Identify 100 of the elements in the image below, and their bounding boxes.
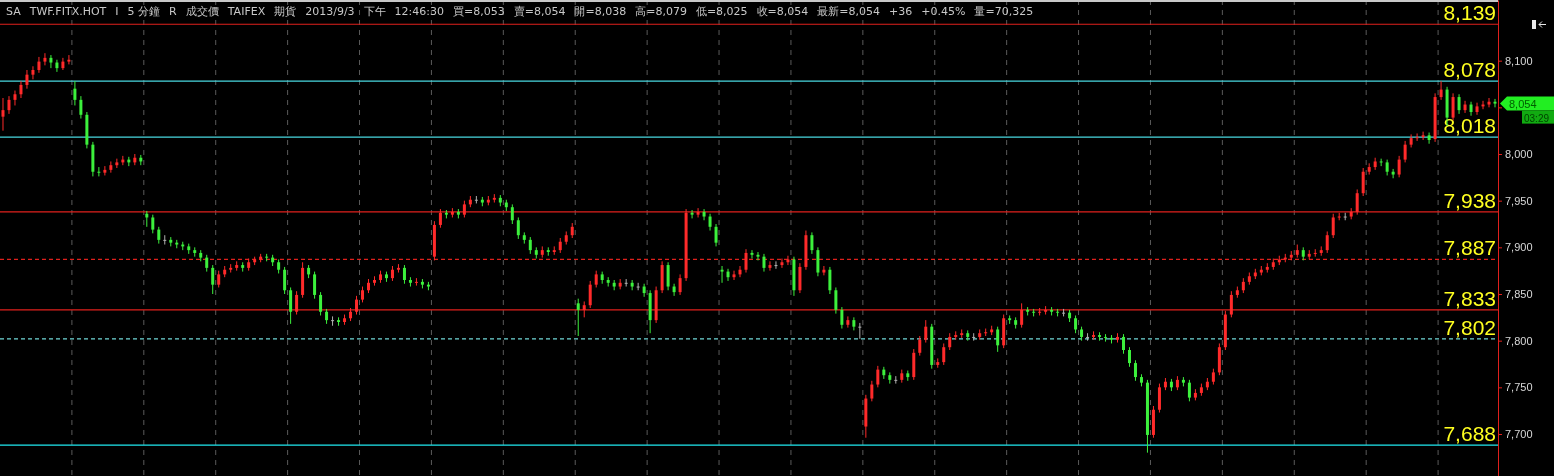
y-tick-label: 7,700 [1505,428,1533,441]
candlestick [211,264,215,295]
ref-line-label: 7,833 [1443,286,1496,310]
candlestick [768,260,772,272]
annotation: 5 分鐘 [127,5,161,18]
candlestick [97,166,101,177]
candlestick [31,65,35,80]
candlestick [73,80,77,106]
annotation: +36 [889,5,913,18]
y-tick-label: 7,950 [1505,194,1533,207]
annotation: R [169,5,178,18]
candlestick [49,54,53,69]
candlestick [942,342,946,366]
candlestick [1313,248,1317,258]
candlestick [1415,132,1419,142]
ref-line-label: 7,887 [1443,236,1496,260]
candlestick [1104,333,1108,343]
candlestick [720,265,724,284]
candlestick [79,95,83,120]
candlestick [1361,167,1365,197]
candlestick [666,261,670,291]
candlestick [714,223,718,247]
annotation: 下午 [363,5,386,18]
annotation: TAIFEX [226,5,266,18]
candlestick [109,160,113,174]
candlestick [1493,98,1497,108]
candlestick [355,295,359,316]
candlestick [816,246,820,277]
annotation: 開=8,038 [574,5,627,18]
candlestick [283,266,287,295]
candlestick [25,69,29,90]
candlestick [840,306,844,330]
text: 03:29 [1524,112,1550,124]
candlestick [780,258,784,269]
candlestick [636,282,640,291]
candlestick [732,270,736,281]
candlestick [1325,230,1329,254]
candlestick [1391,168,1395,179]
y-tick-label: 8,000 [1505,148,1533,161]
annotation: 期貨 [274,5,297,18]
candlestick [37,56,41,74]
annotation: 成交價 [185,5,219,18]
annotation: +0.45% [921,5,966,18]
candlestick [1451,92,1455,121]
candlestick [1397,155,1401,178]
candlestick [1457,93,1461,115]
annotation: I [115,5,119,18]
candlestick [1,97,5,132]
candlestick [19,80,23,99]
candlestick [1403,140,1407,163]
annotation: 12:46:30 [394,5,445,18]
annotation: 最新=8,054 [817,5,881,18]
y-tick-label: 7,750 [1505,381,1533,394]
candlestick [1020,302,1024,329]
candlestick [163,234,167,246]
candlestick [1439,80,1443,101]
candlestick [510,203,514,225]
candlestick [1122,333,1125,355]
candlestick [756,251,760,261]
annotation: 收=8,054 [756,5,809,18]
ref-line-label: 8,139 [1443,1,1496,25]
ref-line-label: 8,018 [1443,114,1496,138]
annotation: 量=70,325 [974,5,1034,18]
candlestick [810,231,814,255]
y-tick-label: 8,100 [1505,54,1533,67]
annotation: 2013/9/3 [305,5,355,18]
candlestick [774,260,778,270]
annotation: 買=8,053 [453,5,505,18]
candlestick [43,52,47,66]
candlestick [1229,290,1233,318]
candlestick [1157,383,1161,414]
candlestick [924,319,928,344]
candlestick [1331,213,1335,239]
annotation: 賣=8,054 [513,5,566,18]
candlestick [690,209,694,219]
y-tick-label: 7,800 [1505,334,1533,347]
candlestick [61,57,65,71]
ref-line-label: 7,688 [1443,422,1496,446]
candlestick [67,54,71,65]
candlestick [852,316,856,331]
candlestick [1469,101,1473,117]
candlestick [588,280,592,309]
candlestick [846,315,850,329]
candlestick [1133,359,1137,382]
candlestick [289,286,293,325]
candlestick [1187,379,1191,402]
candlestick [1421,131,1425,141]
candlestick [1427,132,1431,145]
candlestick [624,278,628,288]
annotation: 低=8,025 [695,5,748,18]
candlestick [870,380,874,402]
candlestick [642,283,646,298]
candlestick [1086,332,1090,342]
candlestick [576,298,580,337]
candlestick [516,216,520,240]
candlestick [858,322,862,340]
candlestick [834,286,838,315]
candlestick [744,248,748,274]
candlestick [798,262,802,294]
candlestick [1355,188,1359,216]
